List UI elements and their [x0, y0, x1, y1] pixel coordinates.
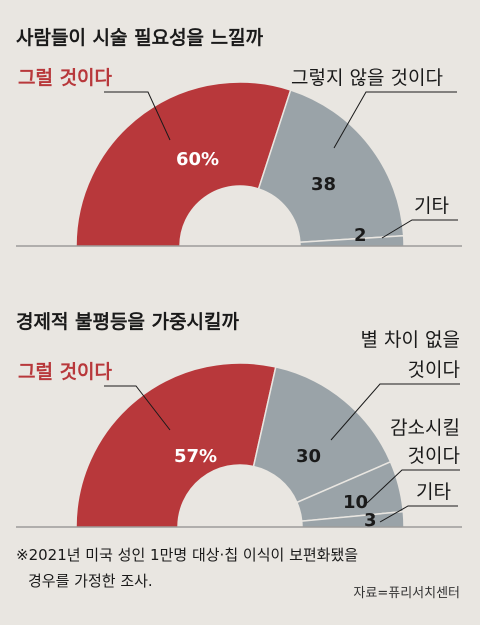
chart2-leader-agree	[104, 385, 171, 431]
chart2-leader-other	[379, 505, 458, 523]
chart2-label-decrease-line1: 감소시킬	[390, 417, 460, 439]
chart2-label-nochange-line2: 것이다	[408, 359, 460, 381]
chart2-value-other: 3	[364, 510, 377, 531]
chart1-leader-agree	[104, 91, 171, 141]
chart1-value-other: 2	[354, 225, 367, 246]
chart1-title: 사람들이 시술 필요성을 느낄까	[16, 27, 264, 49]
chart1-value-agree: 60%	[176, 149, 219, 170]
chart2-value-decrease: 10	[343, 492, 368, 513]
chart1-value-disagree: 38	[311, 174, 336, 195]
chart1-slice-2	[257, 89, 405, 244]
chart2-value-agree: 57%	[174, 446, 217, 467]
chart1-slice-1	[75, 81, 292, 247]
chart2-leader-decrease	[366, 469, 460, 504]
chart2-label-agree: 그럴 것이다	[18, 361, 113, 383]
chart2-label-decrease-line2: 것이다	[408, 445, 460, 467]
chart2-value-nochange: 30	[296, 446, 321, 467]
chart2-slice-1	[75, 362, 277, 528]
chart2-leader-nochange	[330, 383, 460, 441]
chart1-label-disagree: 그렇지 않을 것이다	[291, 67, 443, 89]
chart1-donut	[75, 81, 405, 247]
source-credit: 자료=퓨리서치센터	[353, 586, 460, 601]
footnote-line1: ※2021년 미국 성인 1만명 대상·칩 이식이 보편화됐을	[16, 546, 358, 564]
chart2-donut	[75, 362, 405, 528]
chart2-label-nochange-line1: 별 차이 없을	[361, 329, 460, 351]
chart2-label-other: 기타	[416, 481, 451, 503]
footnote-line2: 경우를 가정한 조사.	[28, 572, 153, 590]
chart2-slice-2	[252, 366, 392, 504]
chart1-leader-other	[381, 219, 458, 239]
chart1-leader-disagree	[333, 91, 457, 149]
chart1-label-other: 기타	[414, 195, 449, 217]
chart2-title: 경제적 불평등을 가중시킬까	[16, 311, 240, 333]
chart1-label-agree: 그럴 것이다	[18, 67, 113, 89]
